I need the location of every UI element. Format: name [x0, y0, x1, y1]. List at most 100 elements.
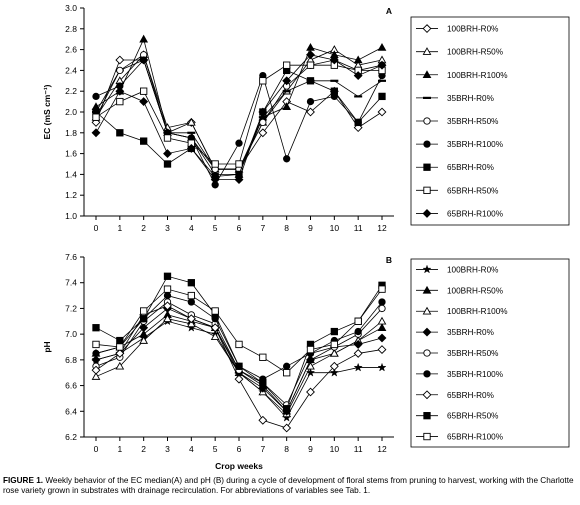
data-point	[259, 77, 267, 85]
data-point	[92, 340, 100, 349]
data-point	[283, 369, 291, 377]
data-point	[377, 345, 387, 355]
figure-caption: FIGURE 1. Weekly behavior of the EC medi…	[3, 476, 577, 496]
data-point	[258, 107, 268, 117]
legend-entry: 65BRH-R50%	[416, 186, 498, 195]
legend: 100BRH-R0% 100BRH-R50% 100BRH-R100% 35BRH-R…	[410, 258, 570, 448]
y-tick-label: 6.8	[65, 355, 77, 365]
data-point	[259, 353, 267, 361]
data-point	[283, 61, 291, 69]
data-point	[306, 61, 315, 69]
data-point	[306, 97, 315, 106]
x-tick-label: 10	[330, 223, 340, 233]
legend-entry: 65BRH-R0%	[416, 163, 494, 172]
series-line	[95, 301, 383, 406]
legend-label: 65BRH-R100%	[447, 209, 503, 218]
data-point	[330, 340, 338, 349]
data-point	[377, 333, 387, 343]
legend-entry: 35BRH-R50%	[416, 349, 498, 358]
x-tick-label: 6	[237, 444, 242, 454]
data-point	[259, 118, 267, 127]
legend-label: 65BRH-R100%	[447, 433, 503, 442]
data-point	[377, 362, 387, 372]
data-point	[354, 95, 363, 98]
data-point	[282, 90, 291, 93]
legend-marker	[423, 96, 431, 99]
chart-panel-a: 1.01.21.41.61.82.02.22.42.62.83.00 1 2 3 4 5 6…	[42, 3, 570, 233]
legend-label: 100BRH-R0%	[447, 25, 498, 34]
legend-label: 65BRH-R0%	[447, 163, 494, 172]
data-point	[354, 327, 362, 336]
data-point	[140, 137, 148, 145]
legend-marker	[422, 24, 432, 33]
y-tick-label: 7.6	[65, 252, 77, 262]
legend-label: 35BRH-R100%	[447, 370, 503, 379]
data-point	[115, 361, 125, 370]
x-tick-label: 5	[213, 223, 218, 233]
legend-marker	[422, 47, 432, 55]
data-point	[354, 317, 362, 325]
y-tick-label: 7.4	[65, 278, 77, 288]
data-point	[139, 97, 149, 107]
data-point	[211, 307, 219, 315]
y-tick-label: 7.2	[65, 303, 77, 313]
y-tick-label: 6.4	[65, 406, 77, 416]
data-point	[186, 117, 196, 126]
x-tick-label: 5	[213, 444, 218, 454]
data-point	[186, 319, 196, 328]
legend-label: 100BRH-R50%	[447, 48, 503, 57]
data-point	[235, 340, 243, 349]
legend-marker	[423, 186, 431, 194]
legend-entry: 100BRH-R100%	[416, 70, 508, 80]
data-point	[258, 128, 268, 138]
legend-entry: 65BRH-R0%	[416, 390, 494, 400]
caption-label: FIGURE 1.	[3, 476, 44, 485]
x-tick-label: 11	[354, 223, 363, 233]
legend-label: 100BRH-R0%	[447, 265, 498, 274]
data-point	[329, 367, 339, 377]
legend-marker	[423, 140, 431, 148]
data-point	[378, 92, 386, 101]
legend-entry: 35BRH-R0%	[416, 94, 494, 103]
data-point	[377, 316, 387, 325]
y-tick-label: 2.0	[65, 107, 77, 117]
x-tick-label: 1	[117, 444, 122, 454]
series-100BRH-R0%	[91, 55, 387, 174]
x-tick-label: 2	[141, 444, 146, 454]
legend-label: 100BRH-R50%	[447, 286, 503, 295]
legend-marker	[423, 370, 431, 378]
data-point	[377, 60, 387, 70]
y-axis-label: pH	[42, 341, 52, 352]
data-point	[258, 116, 267, 119]
series-65BRH-R100%	[91, 50, 387, 185]
data-point	[187, 291, 195, 300]
data-point	[115, 86, 125, 96]
data-point	[163, 291, 172, 300]
panel-label: B	[386, 255, 392, 265]
series-100BRH-R100%	[91, 34, 387, 178]
data-point	[330, 87, 338, 95]
series-line	[95, 64, 382, 165]
x-axis-label: Crop weeks	[215, 461, 263, 471]
y-tick-label: 1.0	[65, 211, 77, 221]
x-tick-label: 3	[165, 444, 170, 454]
data-point	[116, 336, 124, 345]
data-point	[140, 315, 148, 323]
legend-entry: 100BRH-R0%	[416, 24, 498, 34]
series-35BRH-R50%	[92, 298, 386, 409]
data-point	[116, 343, 124, 351]
legend-label: 35BRH-R0%	[447, 328, 494, 337]
data-point	[187, 298, 195, 306]
series-line	[95, 59, 383, 170]
legend-entry: 100BRH-R0%	[416, 264, 498, 274]
legend-marker	[423, 117, 431, 125]
series-35BRH-R0%	[92, 58, 386, 171]
x-tick-label: 12	[377, 223, 387, 233]
legend-label: 65BRH-R50%	[447, 186, 498, 195]
x-tick-label: 8	[284, 444, 289, 454]
data-point	[234, 374, 244, 384]
data-point	[115, 55, 125, 65]
legend-entry: 65BRH-R100%	[416, 209, 503, 218]
data-point	[140, 307, 148, 315]
legend-marker	[422, 264, 432, 274]
